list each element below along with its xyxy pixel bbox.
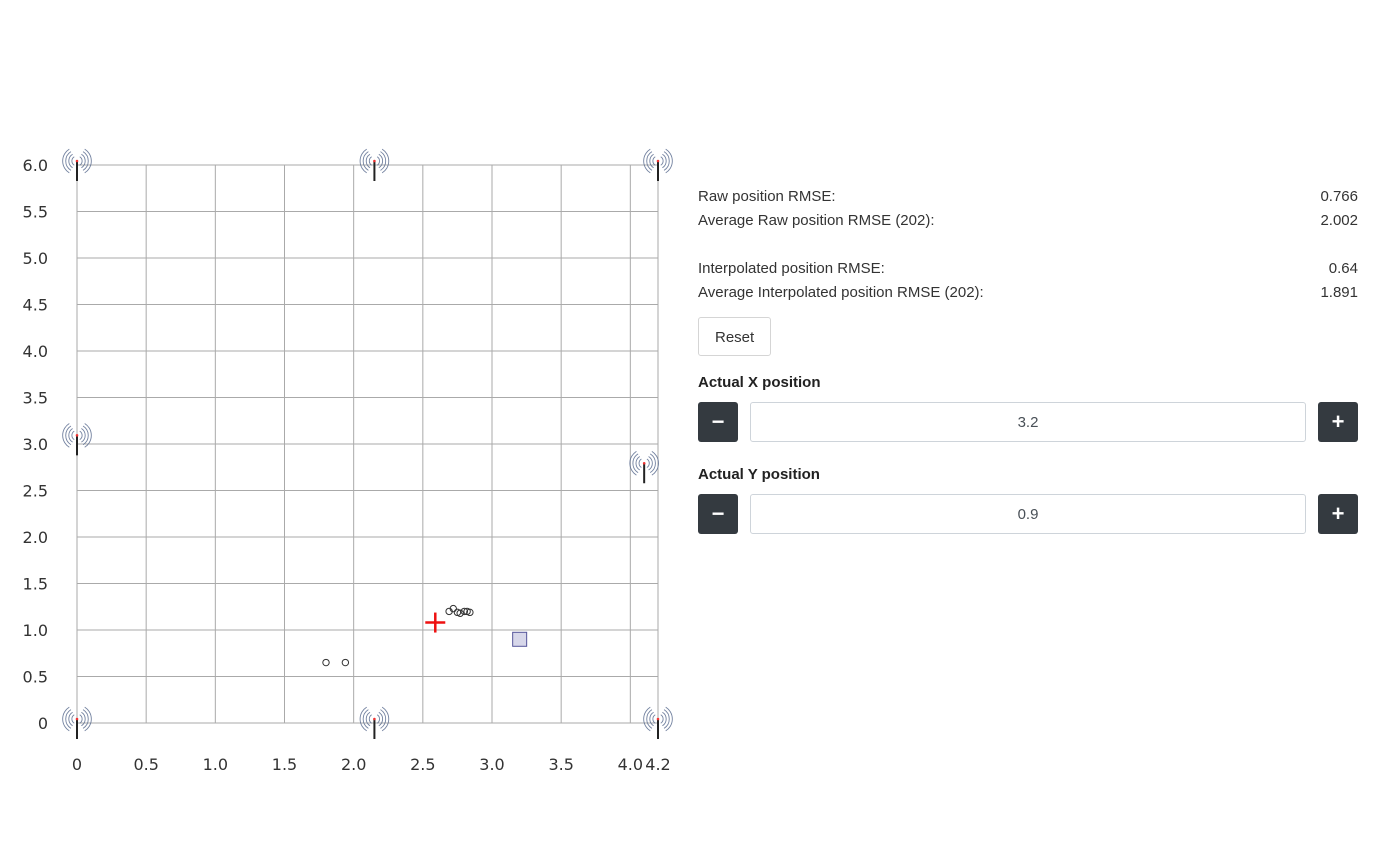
raw-position-point (341, 658, 350, 667)
x-tick-label: 3.0 (479, 755, 504, 774)
actual-y-label: Actual Y position (698, 466, 820, 483)
wifi-anchor-icon (359, 706, 390, 739)
y-increment-button[interactable]: + (1318, 494, 1358, 534)
avg-raw-rmse-label: Average Raw position RMSE (202): (698, 212, 935, 229)
avg-raw-rmse-row: Average Raw position RMSE (202): 2.002 (698, 209, 1358, 233)
raw-rmse-label: Raw position RMSE: (698, 188, 836, 205)
x-tick-label: 0 (72, 755, 82, 774)
interpolated-position-marker (425, 612, 446, 633)
x-tick-label: 0.5 (133, 755, 158, 774)
x-tick-label: 2.0 (341, 755, 366, 774)
y-decrement-button[interactable]: − (698, 494, 738, 534)
x-tick-label: 3.5 (548, 755, 573, 774)
y-tick-label: 2.5 (23, 482, 48, 501)
raw-rmse-value: 0.766 (1320, 188, 1358, 205)
avg-interp-rmse-row: Average Interpolated position RMSE (202)… (698, 281, 1358, 305)
y-tick-label: 5.0 (23, 249, 48, 268)
wifi-anchor-icon (643, 148, 673, 181)
avg-raw-rmse-value: 2.002 (1320, 212, 1358, 229)
raw-position-point (460, 607, 469, 616)
y-tick-label: 3.0 (23, 435, 48, 454)
interp-rmse-row: Interpolated position RMSE: 0.64 (698, 257, 1358, 281)
interp-rmse-label: Interpolated position RMSE: (698, 260, 885, 277)
actual-position-marker[interactable] (512, 631, 528, 647)
y-tick-label: 4.5 (23, 296, 48, 315)
y-tick-label: 0 (38, 714, 48, 733)
avg-interp-rmse-value: 1.891 (1320, 284, 1358, 301)
raw-position-point (456, 609, 464, 617)
raw-rmse-row: Raw position RMSE: 0.766 (698, 185, 1358, 209)
x-increment-button[interactable]: + (1318, 402, 1358, 442)
y-tick-label: 1.5 (23, 575, 48, 594)
y-tick-label: 4.0 (23, 342, 48, 361)
x-decrement-button[interactable]: − (698, 402, 738, 442)
y-tick-label: 3.5 (23, 389, 48, 408)
actual-x-label: Actual X position (698, 374, 821, 391)
raw-position-point (466, 608, 474, 617)
y-tick-label: 0.5 (23, 668, 48, 687)
wifi-anchor-icon (62, 148, 92, 181)
wifi-anchor-icon (643, 706, 673, 739)
interp-rmse-value: 0.64 (1328, 260, 1358, 277)
position-plot[interactable]: 0 0.5 1.0 1.5 2.0 2.5 3.0 3.5 4.0 4.200.51.01.52.… (0, 130, 690, 790)
y-tick-label: 2.0 (23, 528, 48, 547)
plus-icon: + (1331, 501, 1345, 526)
avg-interp-rmse-label: Average Interpolated position RMSE (202)… (698, 284, 984, 301)
y-tick-label: 1.0 (23, 621, 48, 640)
raw-position-point (449, 604, 457, 613)
x-tick-label: 1.5 (272, 755, 297, 774)
minus-icon: − (711, 409, 725, 434)
actual-x-stepper: − + (698, 402, 1358, 442)
raw-position-point (322, 658, 330, 667)
control-panel: Raw position RMSE: 0.766 Average Raw pos… (698, 185, 1358, 534)
x-tick-label: 2.5 (410, 755, 435, 774)
actual-y-stepper: − + (698, 494, 1358, 534)
plus-icon: + (1331, 409, 1345, 434)
minus-icon: − (711, 501, 725, 526)
x-tick-label: 4.2 (645, 755, 670, 774)
reset-button[interactable]: Reset (698, 317, 772, 356)
wifi-anchor-icon (62, 706, 92, 739)
wifi-anchor-icon (629, 450, 659, 484)
wifi-anchor-icon (62, 423, 92, 456)
actual-x-input[interactable] (750, 402, 1306, 442)
y-tick-label: 5.5 (23, 203, 48, 222)
x-tick-label: 4.0 (618, 755, 643, 774)
actual-y-input[interactable] (750, 494, 1306, 534)
y-tick-label: 6.0 (23, 156, 48, 175)
wifi-anchor-icon (359, 148, 390, 181)
x-tick-label: 1.0 (203, 755, 228, 774)
